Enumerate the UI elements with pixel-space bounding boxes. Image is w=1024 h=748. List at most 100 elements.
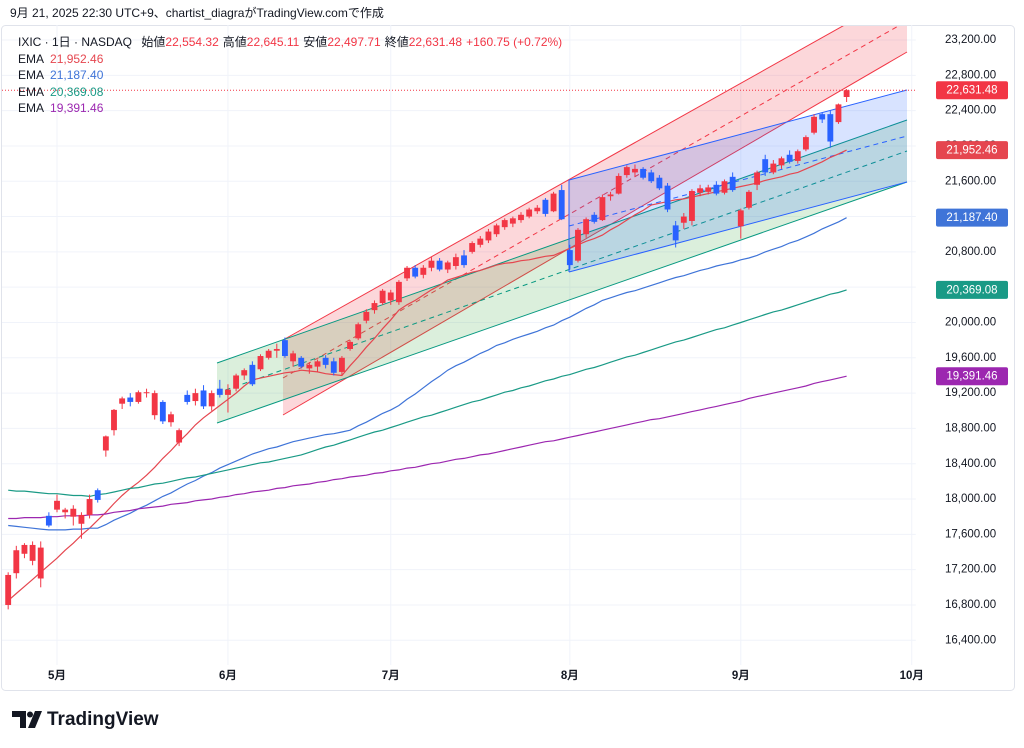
y-tick-label: 23,200.00 [945, 34, 996, 46]
candle-body [843, 90, 850, 98]
candle-body [664, 185, 671, 210]
x-tick-label: 5月 [48, 669, 66, 682]
candle-body [583, 219, 590, 235]
candle-body [249, 364, 256, 385]
price-badge [936, 81, 1008, 100]
candle-body [477, 238, 484, 245]
brand: TradingView [47, 709, 159, 730]
legend: IXIC · 1日 · NASDAQ 始値22,554.32 高値22,645.1… [18, 34, 562, 117]
candle-body [819, 114, 826, 120]
candle-body [412, 267, 419, 277]
field-name: 始値 [141, 35, 166, 49]
candle-body [290, 353, 297, 362]
x-tick-label: 7月 [382, 669, 400, 682]
field-name: 終値 [384, 35, 409, 49]
candle-body [485, 231, 492, 241]
green-channel-mid [216, 150, 908, 394]
candle-body [689, 190, 695, 221]
blue-channel-bottom [568, 181, 908, 273]
candle-body [737, 210, 744, 227]
candle-body [395, 281, 402, 303]
candle-body [176, 430, 183, 443]
candle-body [102, 436, 109, 451]
candle-body [322, 357, 329, 365]
candle-body [159, 401, 166, 422]
candle-body [241, 370, 248, 376]
y-tick-label: 20,800.00 [945, 246, 996, 258]
y-tick-label: 16,800.00 [945, 599, 996, 611]
candle-body [729, 176, 736, 191]
price-badge [936, 208, 1008, 227]
red-channel-top [282, 26, 844, 341]
candle-body [13, 550, 20, 574]
candle-body [591, 214, 598, 222]
y-tick-label: 19,600.00 [945, 352, 996, 364]
x-tick-label: 10月 [900, 669, 924, 682]
candle-body [469, 243, 476, 252]
y-tick-label: 18,400.00 [945, 458, 996, 470]
green-channel-bottom [216, 181, 908, 424]
candle-body [705, 187, 712, 192]
candle-body [135, 392, 142, 402]
x-tick-label: 8月 [561, 669, 579, 682]
candle-body [632, 168, 638, 173]
y-tick-label: 17,200.00 [945, 564, 996, 576]
legend-value: 21,187.40 [50, 68, 104, 82]
field-value: 22,554.32 [165, 35, 219, 49]
legend-name: EMA [18, 84, 45, 99]
candle-body [615, 175, 622, 194]
y-tick-label: 17,600.00 [945, 528, 996, 540]
candle-body [778, 158, 785, 166]
candle-body [835, 104, 842, 123]
x-tick-label: 9月 [732, 669, 750, 682]
candle-body [770, 163, 777, 173]
candle-body [306, 364, 313, 369]
candle-body [355, 324, 362, 339]
ema-line [8, 217, 847, 531]
legend-value: 20,369.08 [50, 84, 104, 99]
symbol: IXIC · 1日 · NASDAQ [18, 35, 133, 49]
y-tick-label: 16,400.00 [945, 634, 996, 646]
legend-entry: EMA 21,952.46 [18, 51, 562, 68]
price-badge-label: 21,187.40 [946, 212, 997, 224]
candle-body [192, 393, 199, 402]
field-name: 高値 [222, 35, 247, 49]
candle-body [550, 193, 557, 212]
red-channel-bottom [282, 51, 908, 416]
y-tick-label: 20,000.00 [945, 317, 996, 329]
red-channel-mid [282, 26, 900, 379]
field-value: 22,645.11 [246, 35, 300, 49]
candle-body [168, 414, 174, 423]
candle-body [623, 167, 630, 176]
legend-name: EMA [18, 68, 45, 82]
candle-body [501, 220, 508, 228]
candle-body [314, 361, 321, 367]
legend-name: EMA [18, 101, 45, 115]
candle-body [672, 225, 679, 241]
y-tick-label: 18,000.00 [945, 493, 996, 505]
price-badge [936, 141, 1008, 160]
candle-body [54, 500, 60, 510]
candle-body [436, 260, 443, 270]
candle-body [762, 159, 769, 173]
candle-body [526, 209, 533, 217]
price-badge-label: 19,391.46 [946, 371, 997, 383]
price-badge [936, 367, 1008, 386]
candle-body [21, 544, 28, 554]
candle-body [444, 262, 451, 270]
candle-body [452, 257, 459, 266]
candle-body [656, 177, 663, 189]
candle-body [265, 350, 272, 358]
candle-body [542, 199, 549, 214]
candle-body [127, 397, 134, 402]
axes: 16,400.00 16,800.00 17,200.00 17,600.00 18,0… [48, 34, 1008, 682]
y-tick-label: 18,800.00 [945, 422, 996, 434]
candle-body [86, 499, 93, 515]
ema-line [8, 289, 847, 498]
candle-body [754, 172, 760, 185]
candle-body [94, 490, 101, 500]
candle-body [420, 267, 427, 275]
candle-body [273, 348, 280, 351]
